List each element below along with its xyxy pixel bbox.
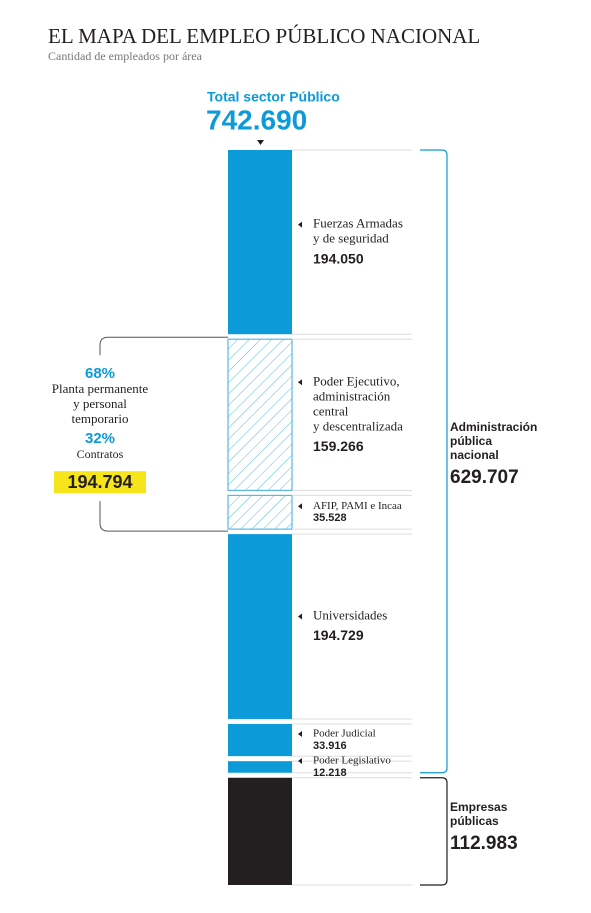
segment-name: administración — [313, 388, 391, 403]
segment-value: 35.528 — [313, 512, 347, 524]
annotation-text: y personal — [73, 396, 127, 411]
bar-segment — [228, 777, 292, 885]
bar-segment — [228, 761, 292, 773]
segment-name: Universidades — [313, 608, 387, 623]
group-name: públicas — [450, 814, 499, 828]
group-name: nacional — [450, 448, 499, 462]
segment-value: 12.218 — [313, 767, 347, 779]
group-value: 629.707 — [450, 467, 519, 488]
segment-name: AFIP, PAMI e Incaa — [313, 500, 402, 512]
label-pointer — [298, 379, 302, 386]
annotation-share: 32% — [85, 430, 115, 447]
chart-subtitle: Cantidad de empleados por área — [48, 49, 203, 63]
group-name: pública — [450, 434, 492, 448]
segment-name: Fuerzas Armadas — [313, 216, 403, 231]
total-name: Total sector Público — [207, 89, 340, 105]
segment-name: Poder Judicial — [313, 728, 376, 740]
segment-value: 33.916 — [313, 740, 347, 752]
highlight-box — [54, 471, 146, 494]
segment-name: Poder Ejecutivo, — [313, 373, 400, 388]
label-pointer — [298, 613, 302, 620]
bar-segment — [227, 338, 293, 491]
annotation-text: Contratos — [77, 447, 124, 461]
group-bracket — [420, 777, 448, 886]
bar-segment — [228, 723, 292, 757]
segment-value: 194.729 — [313, 627, 364, 643]
total-value: 742.690 — [206, 104, 307, 135]
annotation-text: Planta permanente — [52, 381, 149, 396]
annotation-bracket — [99, 336, 228, 532]
segment-name: central — [313, 403, 349, 418]
segment-value: 194.050 — [313, 250, 364, 266]
segment-name: Poder Legislativo — [313, 754, 391, 766]
segment-name: y de seguridad — [313, 231, 389, 246]
annotation-text: temporario — [71, 411, 128, 426]
pointer — [257, 140, 264, 145]
group-name: Administración — [450, 420, 537, 434]
segment-value: 159.266 — [313, 438, 364, 454]
label-pointer — [298, 731, 302, 738]
annotation-share: 68% — [85, 365, 115, 382]
group-bracket — [420, 149, 448, 774]
chart-title: EL MAPA DEL EMPLEO PÚBLICO NACIONAL — [48, 24, 480, 48]
label-pointer — [298, 757, 302, 764]
bar-segment — [228, 150, 292, 335]
label-pointer — [298, 221, 302, 228]
group-name: Empresas — [450, 800, 508, 814]
annotation-value: 194.794 — [67, 472, 132, 492]
group-value: 112.983 — [450, 833, 518, 854]
bar-segment — [228, 534, 292, 719]
segment-name: y descentralizada — [313, 418, 403, 433]
bar-segment — [227, 494, 293, 530]
label-pointer — [298, 503, 302, 510]
